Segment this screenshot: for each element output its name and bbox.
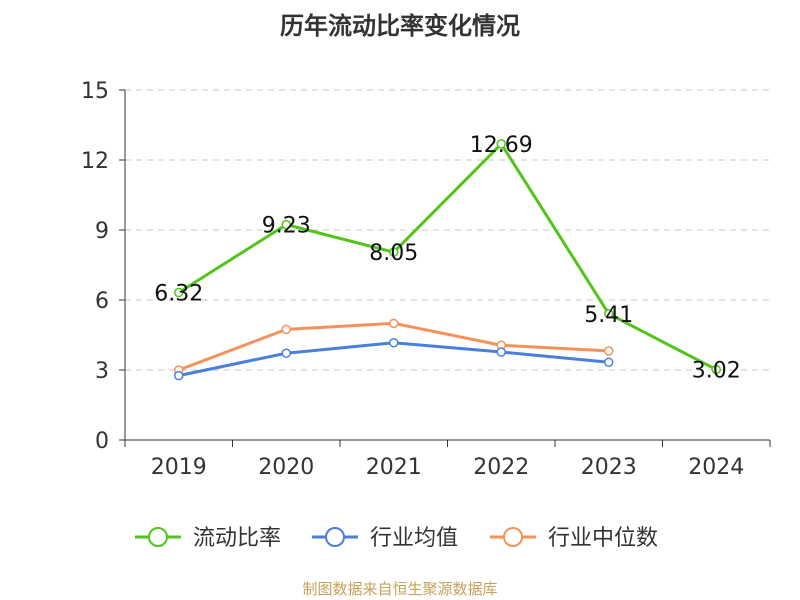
x-tick-label: 2023 [581, 455, 637, 480]
data-point [604, 357, 614, 368]
legend-marker [325, 527, 345, 547]
data-point [604, 346, 614, 356]
series-line [177, 142, 717, 371]
x-tick-label: 2020 [258, 455, 314, 480]
data-point [389, 247, 399, 257]
gridlines [125, 89, 770, 371]
x-tick-label: 2021 [366, 455, 422, 480]
legend-label: 行业中位数 [548, 526, 658, 551]
data-point [389, 318, 399, 329]
data-label: 5.41 [584, 303, 633, 328]
data-point [174, 287, 184, 298]
data-point [496, 139, 506, 149]
data-point [711, 364, 721, 375]
series-lines [174, 139, 721, 381]
data-labels: 6.32 9.23 8.05 12.69 5.41 3.02 [154, 133, 740, 384]
y-tick-label: 3 [95, 359, 109, 384]
data-point [174, 370, 184, 381]
y-tick-label: 15 [81, 79, 109, 104]
axes: 0 3 6 9 12 15 2019 2020 2021 2022 2023 2024 [81, 79, 771, 480]
data-label: 12.69 [470, 133, 533, 158]
data-point [281, 348, 291, 358]
data-label: 6.32 [154, 282, 203, 307]
data-label: 8.05 [369, 241, 418, 266]
data-point [281, 324, 291, 335]
data-point [604, 309, 614, 319]
x-tick-label: 2024 [688, 455, 744, 480]
y-tick-label: 12 [81, 149, 109, 174]
y-tick-label: 9 [95, 219, 109, 244]
legend: 流动比率 行业均值 行业中位数 [135, 526, 658, 551]
x-tick-label: 2019 [151, 455, 207, 480]
x-tick-label: 2022 [473, 455, 529, 480]
data-point [281, 219, 291, 230]
data-label: 3.02 [692, 359, 741, 384]
chart-title: 历年流动比率变化情况 [280, 12, 520, 40]
source-note: 制图数据来自恒生聚源数据库 [302, 580, 498, 598]
y-tick-label: 0 [95, 429, 109, 454]
data-point [389, 337, 399, 348]
legend-marker [503, 527, 523, 547]
y-tick-label: 6 [95, 289, 109, 314]
data-point [496, 347, 506, 357]
legend-label: 流动比率 [193, 526, 281, 551]
data-label: 9.23 [262, 214, 311, 239]
legend-marker [148, 527, 168, 547]
legend-label: 行业均值 [370, 526, 458, 551]
